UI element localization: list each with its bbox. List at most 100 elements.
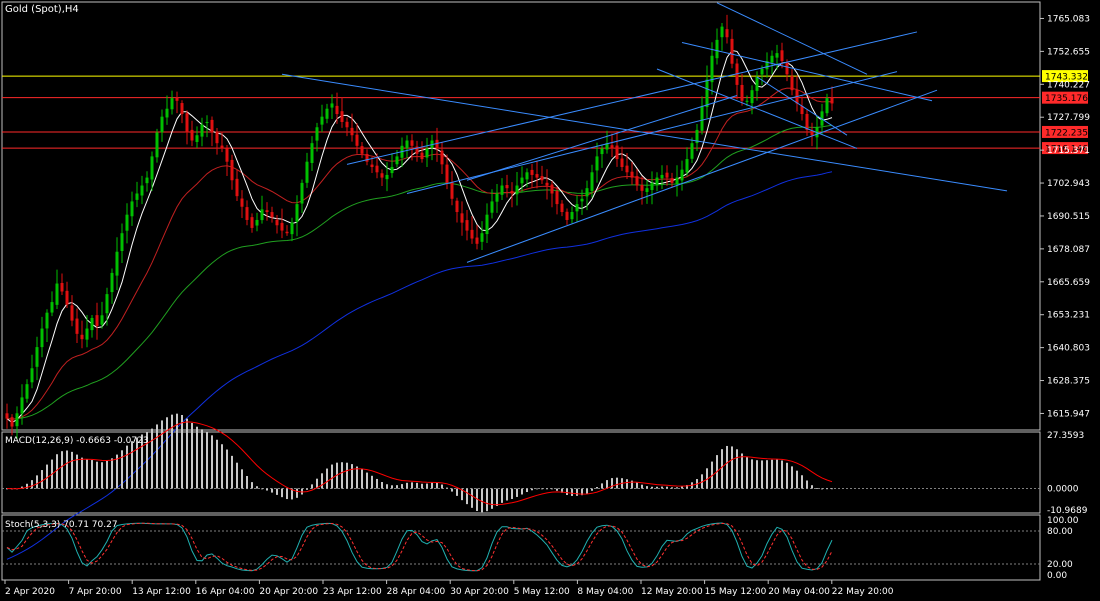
price-tag: 1743.332 <box>1045 73 1088 83</box>
candle-body <box>780 50 784 62</box>
trend-up-channel-line[interactable] <box>466 95 738 181</box>
price-tag: 1735.176 <box>1045 94 1088 104</box>
macd-bar <box>26 483 28 489</box>
macd-bar <box>656 486 658 489</box>
candle-body <box>615 145 619 160</box>
candle-body <box>620 158 624 168</box>
candle-body <box>140 185 144 196</box>
macd-bar <box>376 478 378 489</box>
candle-body <box>420 152 424 160</box>
macd-bar <box>816 488 818 489</box>
macd-bar <box>341 462 343 489</box>
trend-down-channel-line[interactable] <box>756 76 848 136</box>
macd-bar <box>741 453 743 489</box>
candle-body <box>445 164 449 183</box>
candle-body <box>720 26 724 38</box>
macd-bar <box>146 431 148 489</box>
macd-bar <box>446 487 448 489</box>
macd-bar <box>596 487 598 489</box>
candle-body <box>60 282 64 292</box>
trend-down-channel-line[interactable] <box>656 68 858 149</box>
candle-body <box>130 201 134 217</box>
macd-bar <box>466 488 468 505</box>
macd-bar <box>756 460 758 489</box>
macd-bar <box>776 459 778 489</box>
candle-body <box>150 156 154 180</box>
candle-body <box>700 106 704 131</box>
candle-body <box>435 139 439 149</box>
macd-bar <box>831 488 833 490</box>
candle-body <box>545 182 549 186</box>
candle-body <box>600 148 604 155</box>
macd-bar <box>31 480 33 489</box>
macd-bar <box>261 488 263 490</box>
candle-body <box>105 294 109 314</box>
macd-bar <box>346 462 348 489</box>
candle-body <box>790 76 794 91</box>
price-tick-label: 1740.227 <box>1047 80 1090 90</box>
candle-body <box>490 201 494 213</box>
candle-body <box>590 172 594 191</box>
macd-bar <box>271 488 273 493</box>
candle-body <box>5 413 9 419</box>
candle-body <box>230 159 234 181</box>
price-tag-box <box>1042 70 1088 83</box>
candle-body <box>75 318 79 334</box>
candle-body <box>750 90 754 104</box>
candle-body <box>405 140 409 149</box>
candle-body <box>340 111 344 122</box>
candle-body <box>200 124 204 137</box>
candle-body <box>85 328 89 340</box>
macd-bar <box>551 488 553 490</box>
macd-bar <box>191 423 193 489</box>
macd-bar <box>471 488 473 508</box>
macd-bar <box>96 461 98 489</box>
macd-bar <box>481 488 483 513</box>
candle-body <box>80 334 84 340</box>
time-tick-label: 15 May 12:00 <box>705 587 767 597</box>
trend-up-channel-line[interactable] <box>346 31 918 165</box>
candle-body <box>210 119 214 133</box>
macd-bar <box>241 469 243 489</box>
candle-body <box>10 417 14 427</box>
price-tick-label: 1727.799 <box>1047 113 1090 123</box>
macd-bar <box>436 482 438 489</box>
macd-bar <box>681 486 683 489</box>
macd-bar <box>586 488 588 494</box>
candle-body <box>580 198 584 202</box>
candle-body <box>110 272 114 293</box>
macd-bar <box>771 459 773 489</box>
candle-body <box>555 190 559 205</box>
candle-body <box>500 185 504 195</box>
macd-bar <box>196 426 198 489</box>
candle-body <box>455 200 459 213</box>
candle-body <box>145 177 149 184</box>
time-tick-label: 30 Apr 20:00 <box>450 587 509 597</box>
macd-bar <box>416 482 418 489</box>
trend-up-channel-line[interactable] <box>406 71 898 194</box>
macd-bar <box>181 414 183 489</box>
candle-body <box>40 328 44 348</box>
macd-bar <box>216 439 218 489</box>
macd-bar <box>116 454 118 489</box>
candle-body <box>745 100 749 102</box>
candle-body <box>475 237 479 244</box>
trend-down-channel-line[interactable] <box>281 73 1008 192</box>
horizontal-levels[interactable]: 1743.332 1735.176 1722.235 1716.146 <box>2 70 1088 155</box>
macd-bar <box>106 460 108 489</box>
candle-body <box>390 167 394 174</box>
trend-channels[interactable] <box>281 2 1008 263</box>
candle-body <box>650 182 654 190</box>
candle-body <box>260 209 264 221</box>
trend-up-channel-line[interactable] <box>466 89 938 263</box>
trend-down-channel-line[interactable] <box>681 42 933 102</box>
candle-body <box>175 97 179 101</box>
candle-body <box>35 347 39 367</box>
trend-down-channel-line[interactable] <box>716 2 868 75</box>
macd-bar <box>501 488 503 503</box>
time-tick-label: 7 Apr 20:00 <box>69 587 122 597</box>
macd-bar <box>521 488 523 495</box>
macd-bar <box>616 477 618 489</box>
macd-bar <box>121 450 123 489</box>
